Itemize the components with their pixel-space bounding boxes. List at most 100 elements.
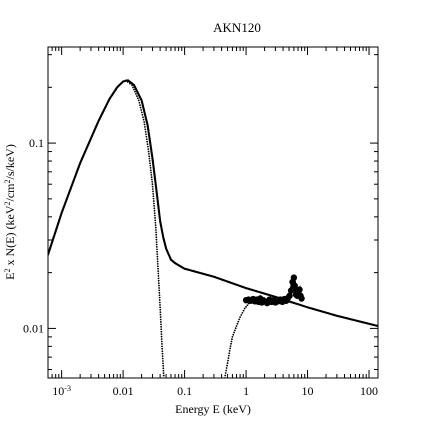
model-point [154, 224, 157, 227]
model-point [159, 306, 162, 309]
model-point [232, 333, 235, 336]
model-point [158, 294, 161, 297]
model-point [141, 113, 144, 116]
model-point [145, 135, 148, 138]
model-point [159, 311, 162, 314]
model-point [149, 162, 151, 165]
model-point [158, 284, 160, 287]
chart-title: AKN120 [213, 20, 261, 35]
model-point [131, 84, 133, 87]
model-point [245, 306, 247, 308]
model-point [155, 231, 157, 234]
model-point [149, 166, 152, 169]
model-point [156, 262, 159, 265]
model-point [138, 101, 141, 104]
model-point [155, 243, 158, 246]
model-point [155, 236, 158, 239]
model-point [297, 303, 299, 306]
model-point [149, 164, 152, 167]
model-point [158, 291, 161, 294]
model-point [155, 238, 158, 241]
model-point [160, 323, 162, 326]
model-point [227, 354, 230, 357]
model-point [162, 369, 165, 372]
model-point [153, 209, 156, 212]
model-point [234, 327, 237, 330]
model-point [151, 185, 154, 188]
model-point [226, 362, 229, 364]
model-point [230, 342, 232, 345]
model-point [299, 304, 302, 306]
model-point [242, 309, 245, 312]
model-point [157, 279, 160, 282]
plot-frame [47, 46, 379, 379]
model-point [156, 255, 159, 258]
model-point [157, 277, 160, 280]
model-point [154, 217, 156, 219]
model-point [228, 349, 231, 352]
model-point [151, 180, 154, 183]
model-point [132, 86, 134, 89]
model-point [228, 352, 231, 355]
model-point [161, 355, 164, 358]
model-point [154, 226, 157, 229]
model-point [148, 159, 151, 162]
model-point [140, 109, 143, 111]
model-point [155, 233, 158, 236]
model-point [231, 335, 234, 338]
model-point [126, 81, 129, 83]
model-point [158, 287, 160, 289]
model-point [160, 340, 163, 343]
model-point [243, 307, 246, 310]
model-point [148, 155, 151, 158]
model-point [162, 364, 165, 367]
model-point [237, 320, 240, 323]
model-point [161, 350, 164, 353]
model-point [159, 308, 162, 311]
model-point [150, 176, 153, 179]
model-point [160, 338, 163, 340]
model-point [233, 331, 235, 334]
model-point [129, 82, 131, 85]
model-point [236, 322, 239, 325]
model-point [133, 88, 135, 91]
model-point [136, 97, 139, 100]
model-point [144, 126, 146, 128]
model-point [135, 95, 138, 97]
x-axis-label: Energy E (keV) [175, 402, 251, 416]
model-point [160, 335, 163, 338]
model-point [229, 345, 232, 348]
model-point [143, 121, 146, 123]
model-point [145, 138, 148, 141]
model-point [225, 367, 228, 369]
model-point [241, 311, 244, 314]
model-point [153, 212, 156, 215]
model-point [144, 128, 147, 131]
model-point [151, 188, 154, 190]
model-point [158, 289, 161, 292]
model-point [150, 178, 153, 181]
x-tick-label: 0.1 [177, 384, 192, 398]
model-point [157, 272, 160, 275]
series-data-points [242, 274, 305, 307]
model-point [224, 372, 227, 374]
axis-layer: 10-3 0.01 0.1 1 10 100 0.01 0.1 [23, 47, 378, 398]
model-point [147, 148, 150, 151]
series-soft-blackbody-component [124, 79, 165, 377]
model-point [150, 173, 153, 176]
model-point [159, 313, 162, 316]
model-point [294, 302, 297, 305]
model-point [227, 357, 230, 360]
model-point [153, 207, 156, 210]
model-point [152, 197, 155, 200]
x-tick-label: 10-3 [52, 384, 71, 399]
model-point [292, 302, 295, 304]
model-point [238, 318, 241, 321]
x-tick-label: 1 [243, 384, 249, 398]
model-point [239, 316, 242, 319]
model-point [155, 229, 157, 231]
model-point [152, 192, 155, 195]
model-point [137, 99, 140, 102]
model-point [154, 219, 157, 222]
